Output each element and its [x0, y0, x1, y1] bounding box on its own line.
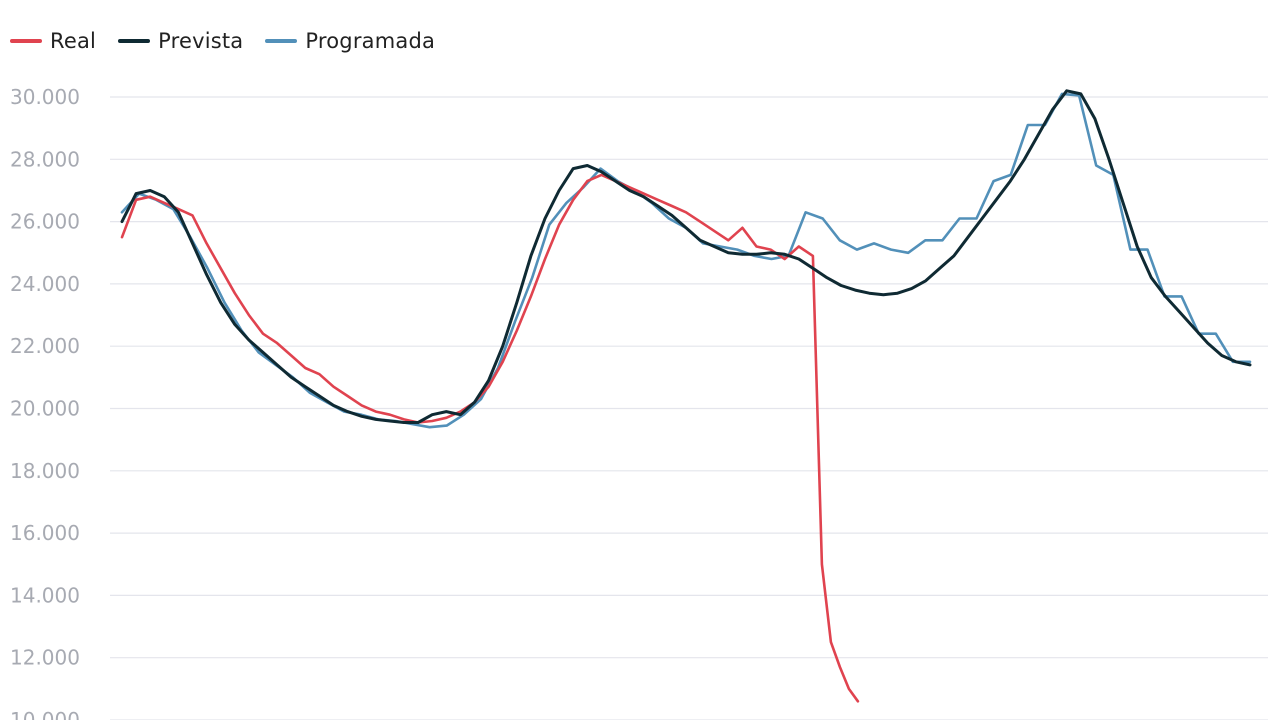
legend-label-programada: Programada	[305, 29, 436, 53]
legend-label-real: Real	[50, 29, 97, 53]
legend-item-real[interactable]: Real	[10, 29, 96, 53]
series-line-prevista	[120, 89, 1252, 424]
legend: Real Prevista Programada	[10, 26, 435, 56]
y-axis: 10.000 12.000 14.000 16.000 18.000 20.000 22.0…	[10, 85, 80, 720]
grid-layer	[110, 96, 1268, 720]
y-tick-label-24000: 24.000	[10, 272, 80, 296]
y-tick-label-12000: 12.000	[10, 646, 80, 670]
y-tick-label-20000: 20.000	[10, 397, 80, 421]
y-tick-label-14000: 14.000	[10, 583, 80, 607]
legend-swatch-real	[10, 39, 42, 43]
series-line-real	[120, 173, 860, 703]
series-layer	[120, 89, 1252, 703]
legend-item-programada[interactable]: Programada	[265, 29, 435, 53]
y-tick-label-30000: 30.000	[10, 85, 80, 109]
legend-label-prevista: Prevista	[158, 29, 244, 53]
y-tick-label-16000: 16.000	[10, 521, 80, 545]
legend-swatch-prevista	[118, 39, 151, 43]
legend-swatch-programada	[265, 39, 298, 43]
y-tick-label-28000: 28.000	[10, 147, 80, 171]
legend-item-prevista[interactable]: Prevista	[118, 29, 243, 53]
y-tick-label-18000: 18.000	[10, 459, 80, 483]
y-tick-label-10000: 10.000	[10, 708, 80, 720]
y-tick-label-26000: 26.000	[10, 210, 80, 234]
y-tick-label-22000: 22.000	[10, 334, 80, 358]
